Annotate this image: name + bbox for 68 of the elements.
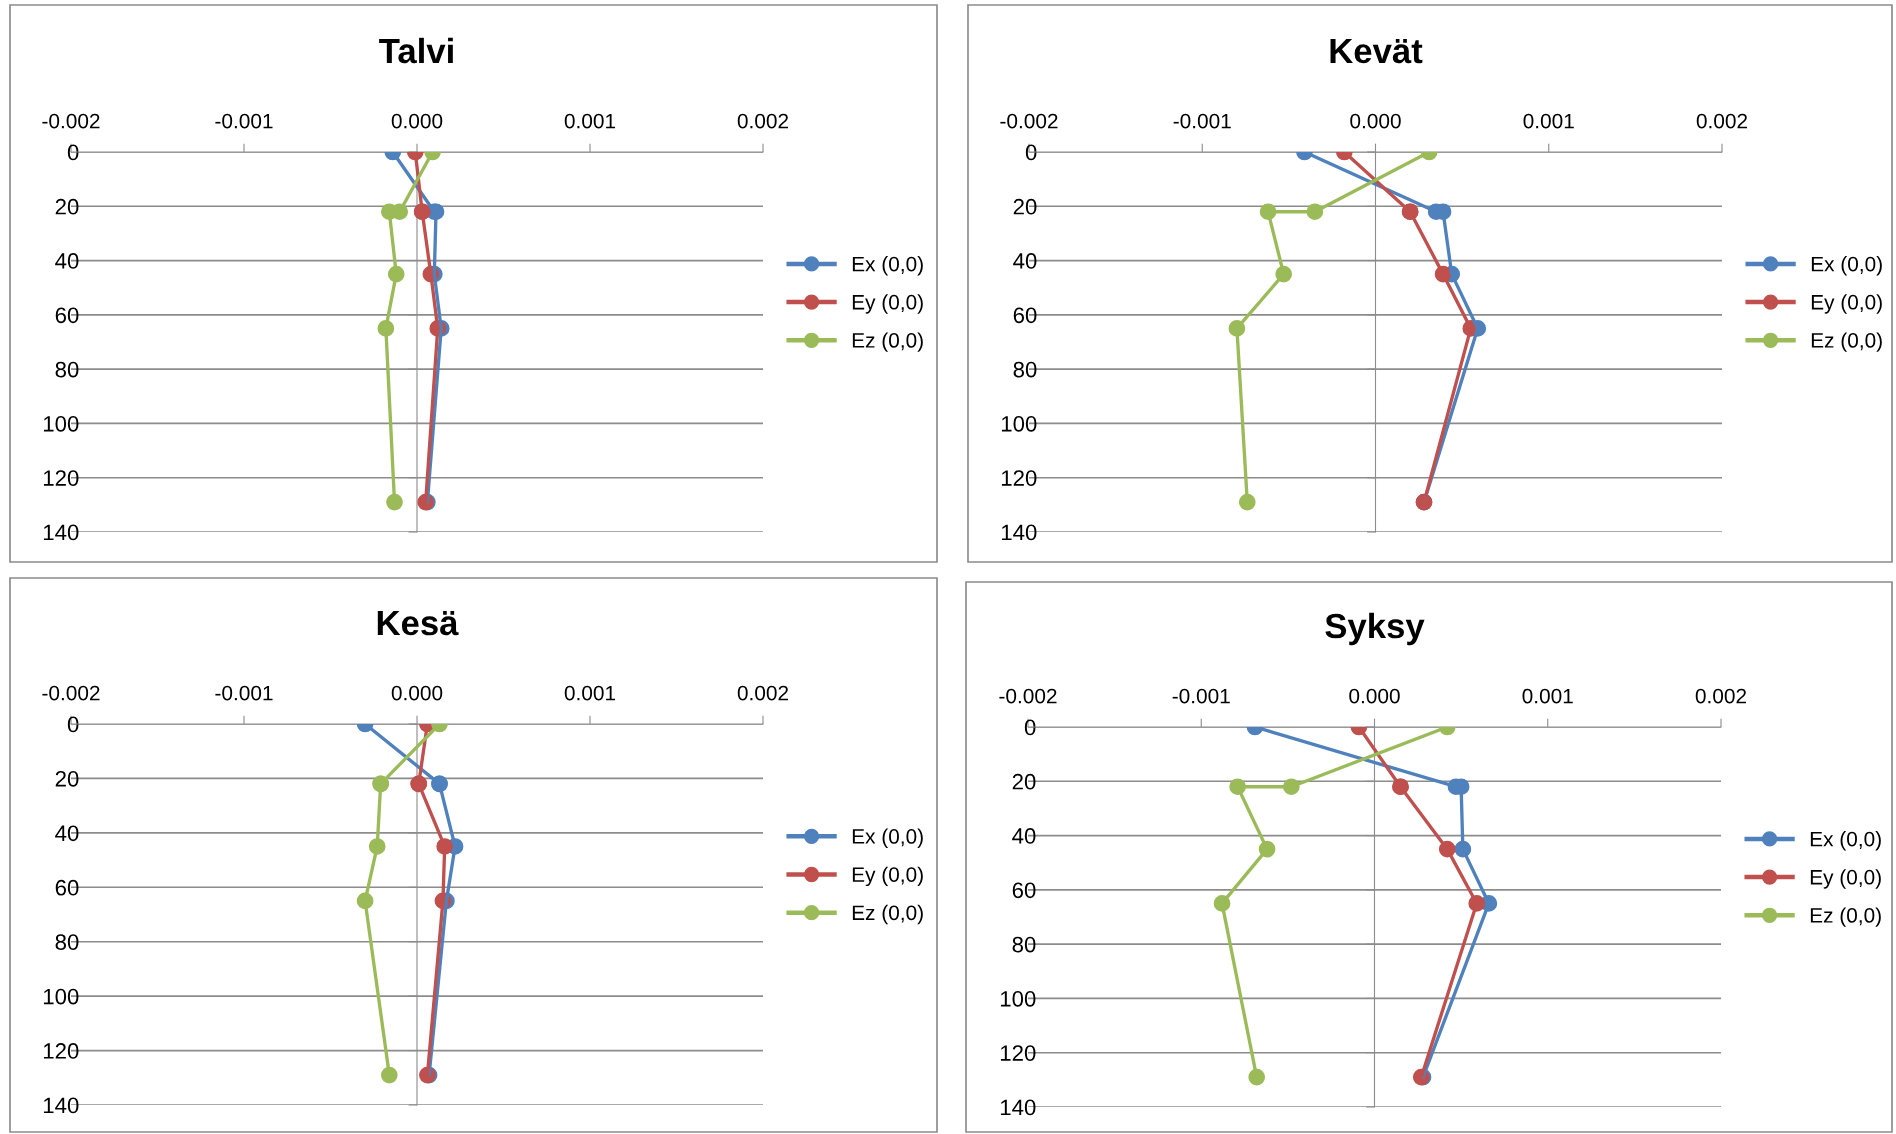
y-tick-label: 120	[43, 1043, 79, 1059]
y-tick-label: 0	[67, 716, 79, 733]
x-tick-label: -0.002	[42, 113, 100, 129]
y-tick-label: 0	[1025, 144, 1037, 161]
x-tick-label: 0.002	[1696, 113, 1748, 129]
y-tick-label: 20	[1012, 773, 1036, 790]
y-tick-label: 60	[55, 307, 79, 324]
y-tick-label: 100	[43, 988, 79, 1005]
chart-title: Kevät	[1330, 38, 1423, 64]
x-tick-label: 0.001	[564, 685, 616, 701]
legend-label: Ex (0,0)	[1811, 256, 1882, 276]
chart-title: Syksy	[1325, 612, 1425, 646]
y-tick-label: 100	[1001, 415, 1037, 432]
y-tick-label: 60	[55, 879, 79, 896]
legend-label: Ey (0,0)	[1810, 869, 1881, 889]
y-tick-label: 60	[1012, 882, 1036, 899]
y-tick-label: 0	[1024, 719, 1036, 736]
y-tick-label: 60	[1013, 307, 1037, 324]
x-tick-label: -0.001	[1173, 113, 1231, 129]
x-tick-label: -0.002	[1000, 113, 1058, 129]
legend-label: Ey (0,0)	[852, 294, 923, 314]
x-tick-label: 0.001	[1522, 688, 1573, 704]
y-tick-label: 140	[1001, 524, 1037, 541]
x-tick-label: -0.001	[1172, 688, 1230, 704]
x-tick-label: 0.000	[1350, 113, 1401, 129]
y-tick-label: 80	[55, 361, 79, 378]
y-tick-label: 120	[1000, 1045, 1036, 1061]
x-tick-label: 0.002	[737, 685, 789, 701]
legend-label: Ey (0,0)	[1811, 294, 1882, 314]
x-tick-label: 0.000	[391, 685, 443, 701]
y-tick-label: 20	[1013, 198, 1037, 215]
y-tick-label: 80	[55, 934, 79, 950]
legend-label: Ex (0,0)	[1810, 831, 1881, 851]
y-tick-label: 100	[1000, 990, 1036, 1007]
x-tick-label: 0.001	[1523, 113, 1574, 129]
x-tick-label: -0.001	[215, 685, 273, 701]
chart-title: Talvi	[379, 37, 453, 64]
x-tick-label: -0.002	[999, 688, 1057, 704]
y-tick-label: 0	[67, 144, 79, 161]
y-tick-label: 40	[55, 825, 79, 842]
y-tick-label: 100	[43, 415, 79, 432]
x-tick-label: 0.002	[737, 113, 789, 129]
legend-label: Ez (0,0)	[852, 332, 923, 352]
chart-title: Kesä	[377, 610, 459, 636]
legend-label: Ey (0,0)	[852, 866, 923, 887]
y-tick-label: 40	[1012, 828, 1036, 844]
legend-label: Ez (0,0)	[1810, 907, 1881, 927]
y-tick-label: 140	[1000, 1099, 1036, 1116]
x-tick-label: 0.001	[564, 113, 616, 129]
x-tick-label: 0.000	[1349, 688, 1400, 704]
y-tick-label: 120	[1001, 470, 1037, 486]
y-tick-label: 120	[43, 470, 79, 486]
x-tick-label: -0.001	[215, 113, 273, 129]
x-tick-label: 0.000	[391, 113, 443, 129]
x-tick-label: 0.002	[1695, 688, 1747, 704]
legend-label: Ex (0,0)	[852, 256, 923, 276]
y-tick-label: 80	[1013, 361, 1037, 378]
y-tick-label: 20	[55, 198, 79, 215]
y-tick-label: 140	[43, 1097, 79, 1114]
y-tick-label: 20	[55, 770, 79, 787]
legend-label: Ez (0,0)	[1811, 332, 1882, 352]
y-tick-label: 140	[43, 524, 79, 541]
x-tick-label: -0.002	[42, 685, 100, 701]
y-tick-label: 80	[1012, 936, 1036, 953]
y-tick-label: 40	[55, 253, 79, 269]
legend-label: Ez (0,0)	[852, 904, 923, 925]
y-tick-label: 40	[1013, 253, 1037, 269]
legend-label: Ex (0,0)	[852, 828, 923, 848]
